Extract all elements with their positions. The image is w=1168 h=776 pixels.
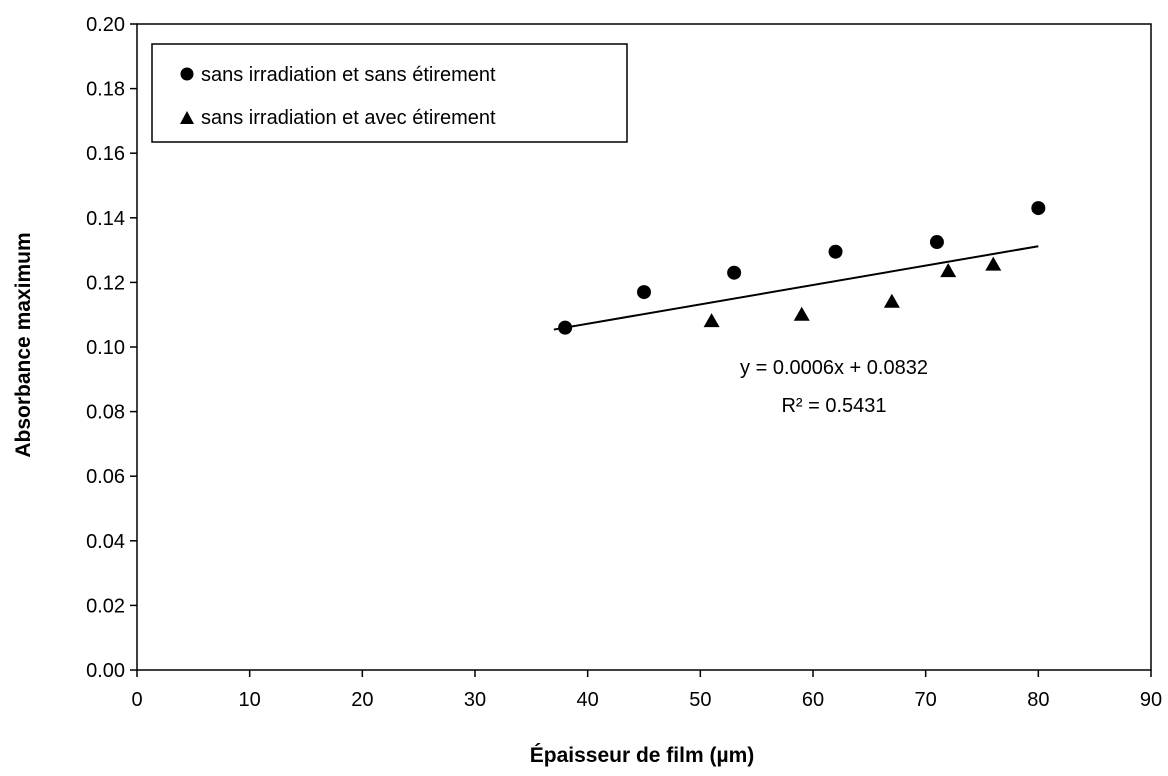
- trendline-r-squared: R² = 0.5431: [781, 395, 886, 417]
- data-point-series-2: [703, 313, 720, 328]
- y-tick-label: 0.04: [86, 531, 125, 553]
- y-tick-label: 0.18: [86, 79, 125, 101]
- legend: sans irradiation et sans étirement sans …: [151, 43, 628, 143]
- y-tick-label: 0.02: [86, 595, 125, 617]
- x-tick-label: 0: [131, 689, 142, 711]
- y-tick-label: 0.08: [86, 402, 125, 424]
- legend-triangle-marker-icon: [180, 111, 194, 124]
- data-point-series-2: [793, 306, 810, 321]
- data-point-series-2: [940, 263, 957, 278]
- data-point-series-1: [727, 265, 742, 280]
- x-tick-label: 20: [351, 689, 373, 711]
- y-tick-label: 0.00: [86, 660, 125, 682]
- x-tick-label: 80: [1027, 689, 1049, 711]
- linear-trendline: [553, 245, 1039, 331]
- y-tick-label: 0.10: [86, 337, 125, 359]
- y-tick-label: 0.06: [86, 466, 125, 488]
- legend-label-series-1: sans irradiation et sans étirement: [201, 64, 496, 86]
- tick-labels: 0.00 0.02 0.04 0.06 0.08 0.10 0.12 0.14 0.16 0.18…: [86, 14, 1162, 711]
- legend-circle-marker-icon: [180, 67, 194, 81]
- x-axis-title: Épaisseur de film (µm): [530, 744, 755, 767]
- x-tick-label: 50: [689, 689, 711, 711]
- trendline-equation: y = 0.0006x + 0.0832: [740, 357, 928, 379]
- data-point-series-1: [1031, 201, 1046, 216]
- x-tick-label: 10: [239, 689, 261, 711]
- y-tick-label: 0.14: [86, 208, 125, 230]
- y-tick-label: 0.16: [86, 143, 125, 165]
- axes: [130, 23, 1152, 677]
- data-point-series-2: [883, 293, 900, 308]
- y-axis-title: Absorbance maximum: [12, 232, 35, 457]
- x-tick-label: 90: [1140, 689, 1162, 711]
- trendline-layer: [553, 245, 1039, 331]
- x-tick-label: 70: [915, 689, 937, 711]
- y-tick-label: 0.20: [86, 14, 125, 36]
- data-point-series-1: [637, 285, 651, 300]
- legend-box: [151, 43, 628, 143]
- data-point-series-1: [929, 235, 944, 250]
- y-tick-label: 0.12: [86, 272, 125, 294]
- x-tick-label: 60: [802, 689, 824, 711]
- data-points: [558, 201, 1046, 335]
- x-tick-label: 30: [464, 689, 486, 711]
- data-point-series-1: [558, 320, 573, 335]
- legend-label-series-2: sans irradiation et avec étirement: [201, 107, 496, 129]
- data-point-series-2: [985, 256, 1002, 271]
- x-tick-label: 40: [577, 689, 599, 711]
- data-point-series-1: [828, 244, 843, 259]
